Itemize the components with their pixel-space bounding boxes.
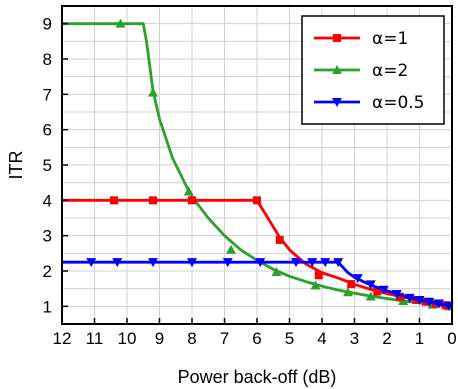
x-axis-label: Power back-off (dB) [178,367,337,387]
x-tick-label: 6 [252,329,261,348]
y-tick-label: 9 [43,15,52,34]
legend: α=1 α=2 α=0.5 [301,15,445,125]
data-point [226,244,236,254]
y-tick-label: 7 [43,85,52,104]
data-point [333,258,344,268]
y-tick-label: 1 [43,297,52,316]
x-tick-label: 7 [220,329,229,348]
x-tick-label: 10 [118,329,137,348]
data-point [115,18,126,28]
y-tick-label: 4 [43,191,52,210]
data-point [391,289,402,299]
data-point [291,258,301,268]
data-point [112,258,123,268]
data-point [365,280,376,290]
legend-marker [332,98,342,107]
legend-marker [332,65,342,74]
data-point [271,267,282,277]
data-point [365,291,376,301]
y-axis-label: ITR [6,151,26,180]
data-point [347,280,356,289]
x-tick-label: 5 [285,329,294,348]
y-tick-label: 6 [43,121,52,140]
data-point [404,293,415,303]
y-tick-label: 2 [43,262,52,281]
legend-label: α=2 [372,61,408,81]
data-point [373,287,382,296]
x-tick-label: 11 [86,329,104,348]
data-point [396,292,404,301]
data-point [86,258,97,268]
data-point [320,258,331,268]
data-point [253,196,261,205]
series-3 [62,258,454,311]
data-point [149,196,157,205]
data-point [188,196,196,205]
data-point [222,258,233,268]
x-tick-label: 2 [382,329,391,348]
legend-label: α=1 [372,29,408,49]
legend-item: α=1 [314,29,408,49]
x-tick-label: 0 [447,329,456,348]
data-point [275,235,284,244]
series-1 [62,196,453,310]
y-tick-label: 8 [43,50,52,69]
data-point [424,297,435,307]
y-tick-label: 3 [43,227,52,246]
data-point [314,271,323,280]
legend-label: α=0.5 [372,93,425,113]
legend-marker [333,34,341,42]
legend-item: α=0.5 [314,93,425,113]
data-point [110,196,118,205]
data-point [307,258,318,268]
y-tick-label: 5 [43,156,52,175]
x-tick-label: 9 [155,329,164,348]
data-point [434,299,444,309]
data-point [310,280,321,290]
data-point [255,258,266,268]
data-point [148,258,158,268]
data-point [343,287,353,297]
x-tick-label: 4 [317,329,326,348]
data-point [352,274,363,284]
x-tick-label: 3 [350,329,359,348]
x-tick-label: 8 [187,329,196,348]
series-layer [62,18,454,311]
x-tick-label: 12 [53,329,72,348]
legend-item: α=2 [314,61,408,81]
x-tick-label: 1 [415,329,424,348]
data-point [148,87,158,97]
data-point [414,295,425,305]
data-point [187,258,197,268]
data-point [378,285,389,295]
data-point [183,186,194,196]
